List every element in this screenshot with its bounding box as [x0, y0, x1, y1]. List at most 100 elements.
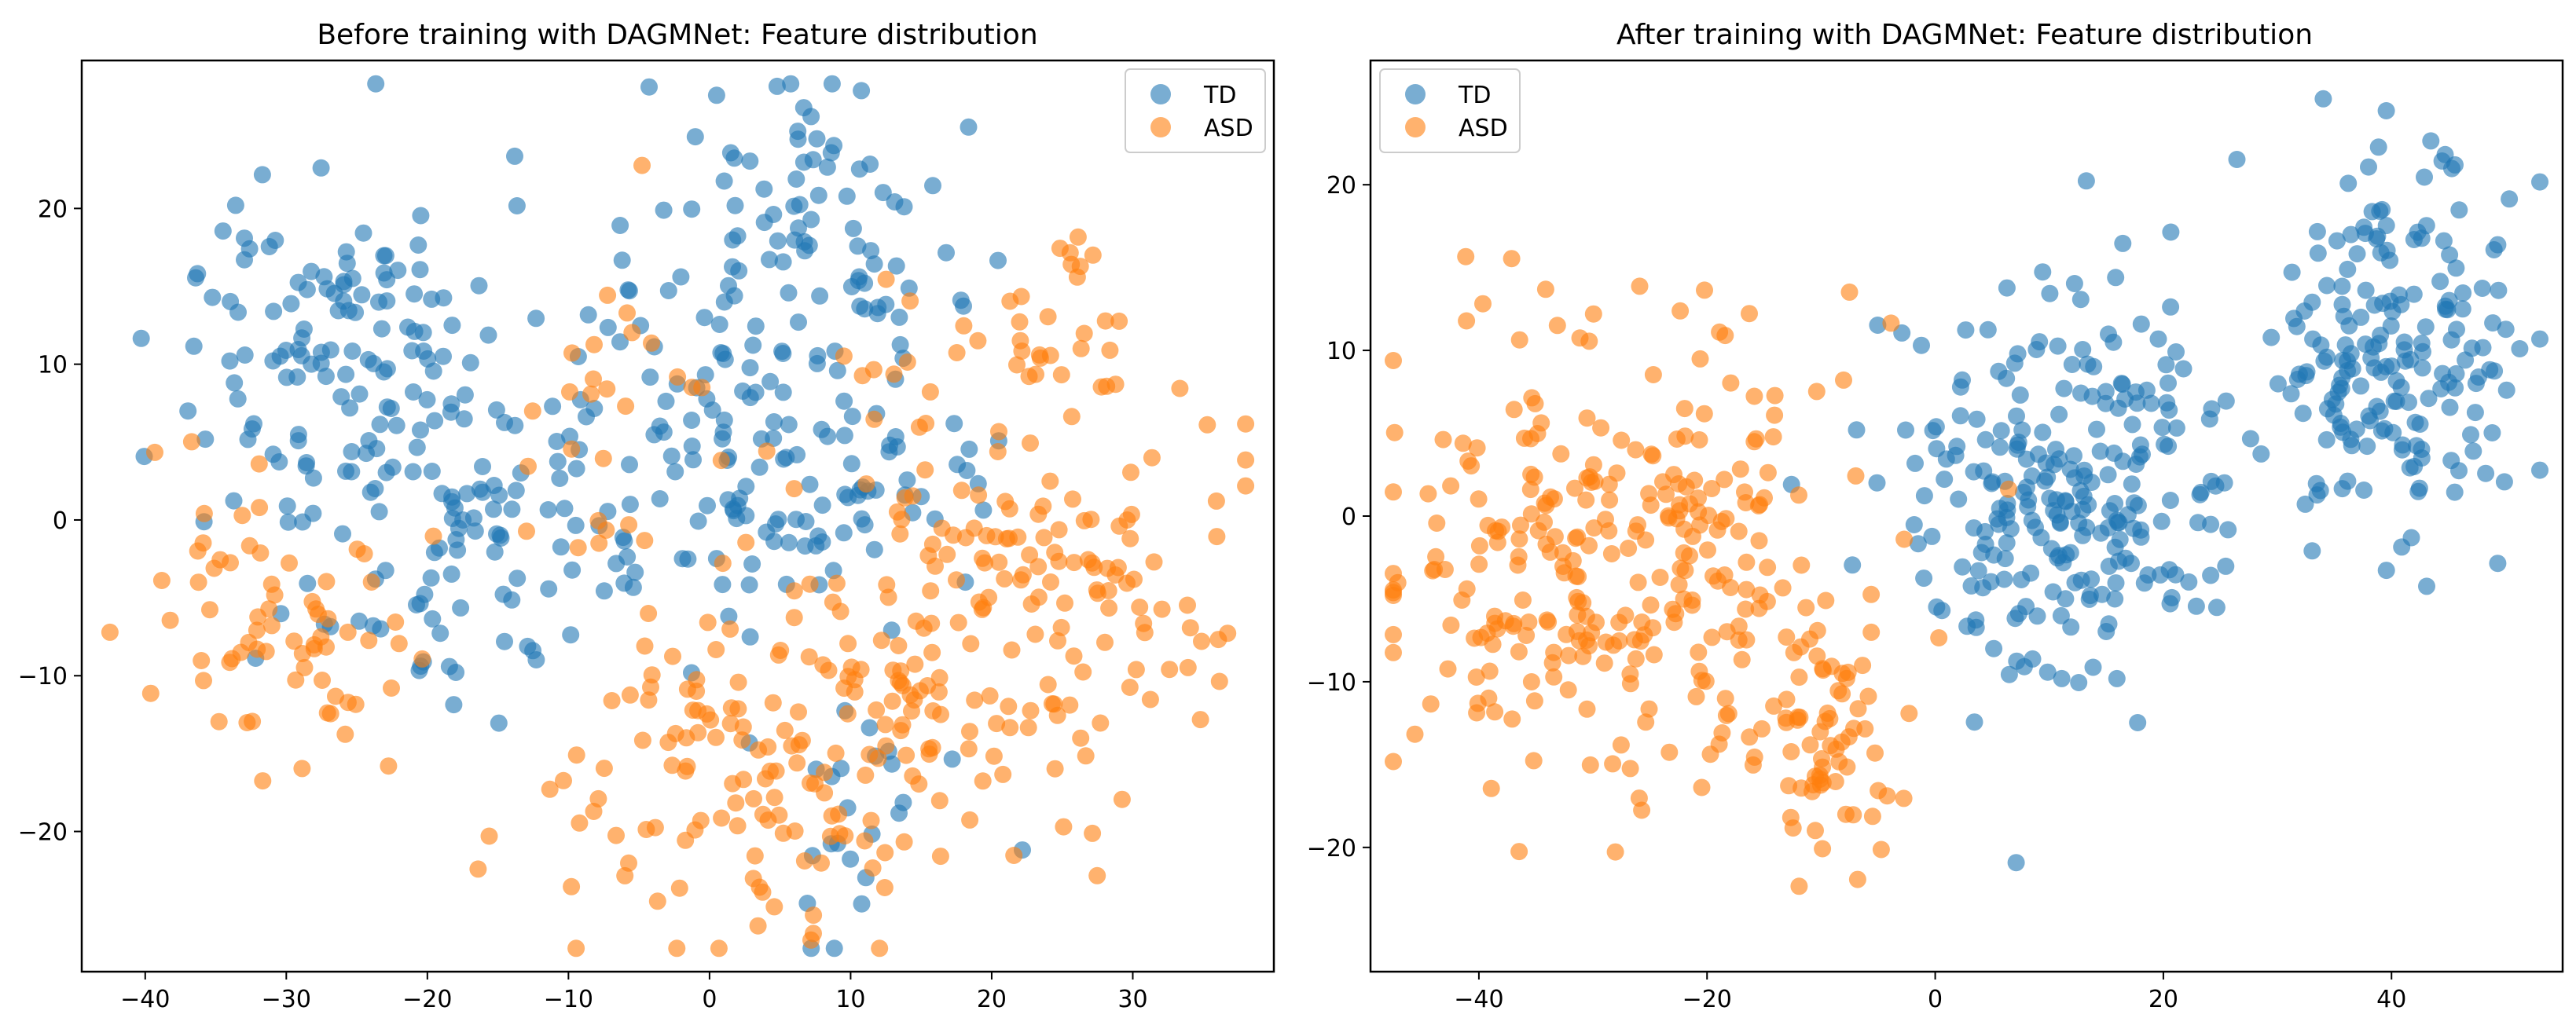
point-td	[503, 500, 521, 518]
point-td	[843, 408, 861, 426]
point-asd	[816, 784, 834, 802]
point-asd	[1000, 698, 1018, 716]
point-td	[335, 276, 353, 294]
point-asd	[1709, 572, 1727, 590]
point-asd	[1009, 528, 1027, 546]
point-td	[765, 206, 783, 223]
point-td	[2402, 529, 2420, 547]
point-asd	[205, 559, 223, 577]
point-td	[619, 281, 637, 299]
point-asd	[413, 650, 431, 668]
point-td	[412, 207, 430, 225]
point-td	[466, 522, 484, 540]
point-td	[236, 346, 254, 364]
point-asd	[1644, 619, 1662, 637]
point-asd	[1457, 247, 1475, 265]
y-tick-label: 20	[1327, 172, 1356, 200]
point-td	[2200, 410, 2218, 428]
point-asd	[1817, 591, 1835, 610]
point-td	[719, 491, 737, 509]
point-asd	[293, 760, 311, 778]
point-asd	[838, 705, 857, 723]
point-td	[185, 337, 203, 355]
point-td	[2318, 400, 2336, 418]
point-asd	[643, 334, 660, 352]
x-tick-label: 0	[1928, 986, 1943, 1013]
point-td	[2023, 511, 2041, 529]
point-td	[2372, 326, 2390, 344]
point-asd	[469, 860, 487, 878]
point-td	[399, 318, 416, 336]
point-td	[260, 238, 278, 255]
point-asd	[1667, 605, 1685, 623]
point-asd	[938, 545, 956, 563]
point-td	[2262, 328, 2281, 346]
point-td	[2009, 345, 2027, 363]
point-td	[960, 118, 978, 136]
point-asd	[1143, 449, 1161, 467]
point-td	[1995, 570, 2013, 588]
point-asd	[1696, 281, 1713, 299]
point-td	[2294, 405, 2312, 423]
point-td	[1844, 556, 1862, 574]
point-td	[2497, 381, 2515, 399]
point-asd	[985, 747, 1003, 765]
point-asd	[1633, 801, 1651, 819]
point-td	[288, 368, 306, 386]
point-asd	[1065, 554, 1083, 572]
point-asd	[1171, 379, 1189, 397]
point-asd	[585, 370, 602, 388]
point-td	[442, 565, 461, 583]
point-td	[409, 236, 427, 254]
y-tick-label: −10	[18, 663, 68, 690]
point-td	[485, 477, 503, 494]
point-asd	[424, 527, 442, 545]
point-td	[714, 423, 732, 441]
point-td	[2114, 234, 2132, 252]
point-td	[2062, 618, 2080, 636]
point-asd	[1042, 573, 1059, 591]
legend-label-td: TD	[1203, 82, 1236, 109]
point-td	[2111, 530, 2129, 548]
point-asd	[1717, 706, 1735, 724]
point-asd	[1424, 562, 1442, 580]
point-asd	[1022, 701, 1040, 720]
point-td	[494, 585, 512, 603]
point-asd	[1510, 843, 1528, 861]
point-td	[626, 563, 644, 581]
point-asd	[1548, 317, 1566, 335]
point-asd	[1745, 387, 1763, 405]
point-asd	[1844, 806, 1862, 824]
point-td	[2217, 557, 2235, 575]
point-td	[2369, 227, 2387, 245]
point-asd	[589, 789, 607, 807]
point-asd	[1715, 471, 1734, 489]
point-td	[2497, 320, 2515, 339]
point-td	[370, 503, 388, 521]
point-td	[607, 555, 626, 573]
legend-marker-td	[1150, 84, 1171, 104]
point-asd	[1601, 491, 1619, 509]
point-td	[2101, 502, 2119, 520]
point-asd	[824, 593, 842, 611]
point-asd	[876, 716, 894, 734]
point-td	[2372, 244, 2390, 262]
point-asd	[1488, 620, 1506, 638]
point-asd	[1122, 505, 1140, 523]
point-td	[849, 237, 867, 255]
point-asd	[1750, 532, 1768, 550]
x-tick-label: −20	[1682, 986, 1732, 1013]
point-asd	[1807, 822, 1824, 840]
point-td	[375, 264, 393, 282]
point-asd	[746, 847, 764, 865]
point-td	[2368, 397, 2386, 416]
point-td	[329, 302, 347, 320]
point-asd	[233, 507, 251, 525]
point-td	[832, 760, 850, 778]
point-asd	[774, 824, 792, 842]
point-asd	[383, 679, 400, 697]
point-asd	[1718, 623, 1736, 641]
point-asd	[683, 379, 701, 397]
point-td	[2448, 320, 2465, 339]
point-asd	[1693, 778, 1711, 796]
